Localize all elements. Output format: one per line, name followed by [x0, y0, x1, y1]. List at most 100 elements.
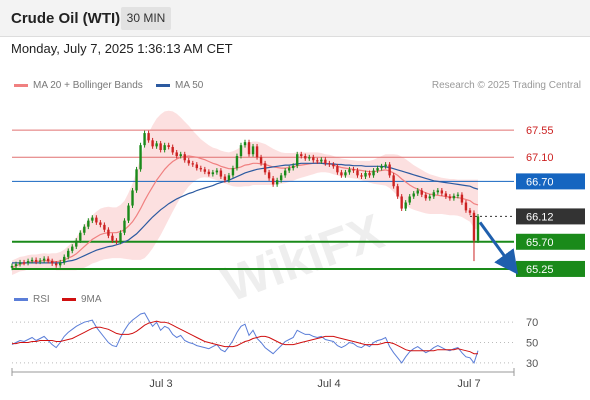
candle-body	[320, 159, 323, 162]
candle-body	[127, 205, 130, 221]
candle-body	[207, 171, 211, 175]
candle-body	[163, 145, 166, 150]
candle-body	[227, 175, 231, 181]
time-axis: Jul 3 Jul 4 Jul 7	[11, 368, 515, 390]
candle-body	[111, 235, 114, 241]
candle-body	[324, 159, 327, 164]
level-label-66.12: 66.12	[526, 211, 554, 223]
candle-body	[287, 168, 291, 171]
candle-body	[328, 163, 331, 165]
candle-body	[408, 196, 411, 203]
candle-body	[34, 259, 38, 262]
candle-body	[26, 261, 30, 263]
candle-body	[476, 216, 480, 241]
candle-body	[392, 175, 395, 187]
candle-body	[30, 259, 34, 262]
candle-body	[115, 240, 118, 242]
candle-body	[103, 224, 106, 230]
candle-body	[428, 196, 431, 199]
rsi-tick-50: 50	[526, 338, 538, 350]
candle-body	[420, 190, 423, 195]
candle-body	[63, 256, 66, 263]
bollinger-band-fill	[12, 110, 478, 275]
candle-body	[468, 210, 472, 213]
timeframe-badge[interactable]: 30 MIN	[121, 7, 171, 30]
candle-body	[440, 190, 444, 194]
bollinger-bands	[12, 110, 478, 275]
candle-body	[54, 263, 58, 266]
ma50-swatch	[156, 83, 170, 87]
candle-body	[332, 164, 335, 167]
candle-body	[211, 172, 215, 175]
candle-body	[352, 169, 355, 171]
candle-body	[167, 145, 170, 147]
candle-body	[460, 194, 464, 203]
report-datetime: Monday, July 7, 2025 1:36:13 AM CET	[11, 41, 233, 56]
candle-body	[107, 229, 110, 236]
level-label-bg-66.70	[516, 173, 585, 190]
candle-body	[404, 202, 407, 209]
candle-body	[304, 156, 307, 159]
candle-body	[14, 264, 18, 266]
candle-body	[183, 154, 186, 161]
candle-body	[472, 212, 476, 241]
candle-body	[360, 175, 363, 177]
x-tick-label: Jul 4	[317, 378, 340, 390]
candle-body	[99, 222, 102, 225]
candle-body	[239, 145, 243, 157]
candle-body	[203, 169, 207, 172]
candle-body	[83, 226, 86, 233]
level-label-bg-65.25	[516, 260, 585, 277]
candle-body	[219, 170, 223, 177]
candle-body	[283, 170, 287, 176]
projection	[478, 221, 519, 275]
candle-body	[271, 178, 275, 185]
candle-body	[243, 142, 247, 146]
candle-body	[251, 146, 255, 155]
moving-averages	[11, 155, 479, 269]
candle-body	[308, 157, 311, 159]
candle-body	[38, 260, 42, 262]
candle-body	[376, 168, 379, 171]
candle-body	[275, 180, 279, 185]
candle-body	[95, 217, 98, 223]
candle-body	[191, 163, 194, 165]
candle-body	[296, 154, 299, 166]
candle-body	[143, 133, 146, 146]
level-label-67.55: 67.55	[526, 125, 554, 137]
candle-body	[464, 202, 468, 211]
candle-body	[131, 190, 134, 206]
candle-body	[22, 262, 26, 264]
candle-body	[424, 194, 427, 199]
candle-body	[368, 172, 371, 176]
candle-body	[344, 172, 347, 176]
candle-body	[179, 154, 182, 157]
candle-body	[18, 262, 22, 265]
candle-body	[380, 166, 383, 169]
candle-body	[247, 142, 251, 155]
candle-body	[187, 160, 190, 164]
candle-body	[336, 166, 339, 173]
candle-body	[348, 169, 351, 173]
candle-body	[300, 154, 303, 157]
candle-body	[388, 164, 391, 176]
x-tick-label: Jul 3	[149, 378, 172, 390]
level-label-bg-65.70	[516, 233, 585, 250]
candle-body	[400, 196, 403, 209]
candle-body	[215, 170, 219, 173]
candle-body	[448, 196, 452, 199]
candle-body	[223, 176, 227, 181]
level-label-67.10: 67.10	[526, 152, 554, 164]
candle-body	[75, 240, 78, 247]
candle-body	[364, 172, 367, 177]
candle-body	[452, 195, 456, 199]
candle-body	[139, 145, 142, 170]
watermark: WikiFX	[215, 203, 390, 312]
ma20-swatch	[14, 83, 28, 87]
level-label-65.70: 65.70	[526, 237, 554, 249]
ma50-label: MA 50	[175, 80, 204, 91]
candle-body	[263, 163, 267, 173]
rsi-line	[11, 312, 479, 364]
candle-body	[71, 246, 74, 251]
